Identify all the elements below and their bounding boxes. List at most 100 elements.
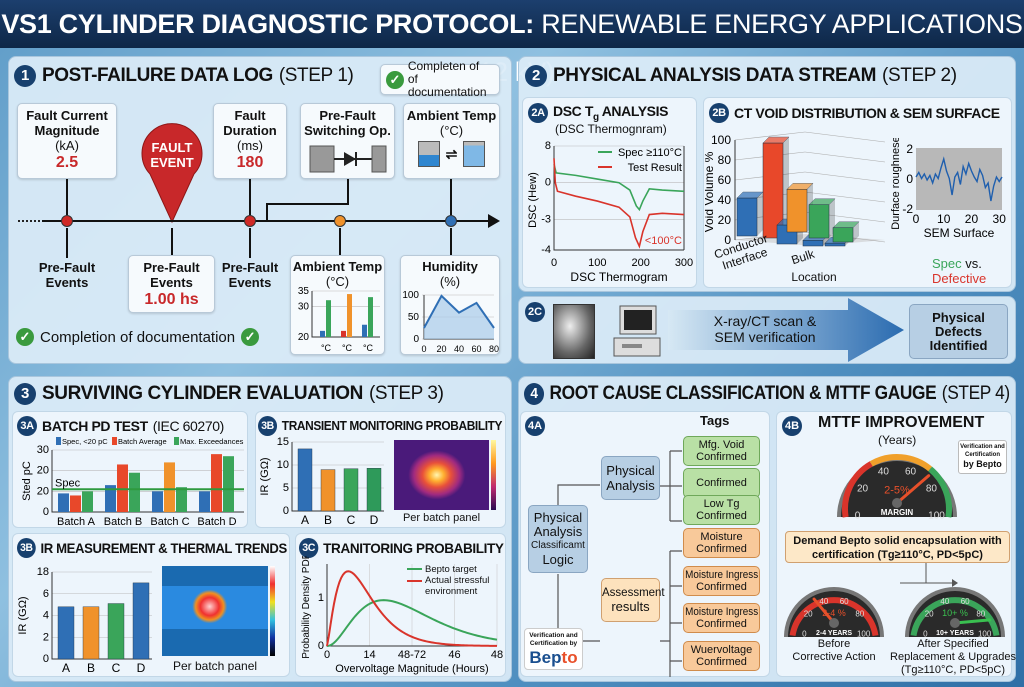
ambient-temp-card: Ambient Temp (°C) ⇌	[403, 103, 500, 179]
root-cause-tag[interactable]: Wuervoltage Confirmed	[683, 641, 760, 671]
root-cause-tag[interactable]: Moisture Ingress Confirmed	[683, 566, 760, 596]
humidity-chart: 0 50 100 0 20 40 60 80	[402, 290, 499, 354]
step-label: (STEP 1)	[278, 65, 354, 86]
mttf-title: MTTF IMPROVEMENT	[818, 414, 985, 431]
assessment-results-box: Assessment results	[601, 578, 665, 622]
pdf-curve	[326, 599, 498, 647]
result-line: Physical	[932, 309, 985, 325]
legend-label: Batch Average	[118, 437, 167, 446]
diode-switch-icon	[309, 145, 386, 173]
timeline-event-marker[interactable]	[61, 215, 73, 227]
x-category-label: C	[347, 513, 356, 527]
label-line: Events	[228, 275, 272, 290]
step-label: (STEP 2)	[882, 65, 957, 86]
title-text: CT VOID DISTRIBUTION & SEM SURFACE	[734, 105, 1000, 121]
x-tick-label: 100	[588, 257, 606, 269]
gauge-tick: 80	[926, 484, 938, 495]
y-axis-label: Void Volume %	[705, 151, 716, 232]
tag-line: Low Tg	[703, 498, 740, 510]
connector	[66, 179, 68, 215]
root-cause-tag[interactable]: Moisture Confirmed	[683, 528, 760, 558]
legend-label: Spec ≥110°C	[618, 147, 682, 159]
gauge-tick: 60	[961, 597, 970, 606]
bar-3d-side	[853, 221, 859, 242]
y-tick-label: 100	[402, 290, 419, 301]
dsc-subpanel	[522, 97, 697, 288]
y-tick-label: 20	[37, 465, 49, 477]
y-tick-label: 10	[277, 459, 289, 471]
step-title: PHYSICAL ANALYSIS DATA STREAM	[553, 65, 877, 86]
x-tick-label: 10	[937, 212, 951, 226]
x-tick-label: 46	[448, 649, 460, 661]
gauge-tick: 100	[857, 630, 871, 637]
step-number-badge: 3	[14, 383, 36, 405]
step3-title: 3 SURVIVING CYLINDER EVALUATION (STEP 3)	[14, 383, 444, 405]
connector	[347, 179, 349, 205]
timeline-event-marker[interactable]	[244, 215, 256, 227]
computer-icon	[613, 305, 661, 357]
bar	[343, 468, 359, 512]
gauge-tick: 60	[840, 597, 849, 606]
pdf-title: 3C TRANITORING PROBABILITY	[299, 538, 504, 558]
x-category-label: D	[370, 513, 379, 527]
gauge-face	[788, 591, 880, 637]
check-icon: ✓	[241, 328, 260, 346]
y-axis-label: Sted pC	[21, 461, 33, 501]
x-category-label: Batch C	[150, 516, 189, 528]
tag-line: Confirmed	[696, 510, 747, 522]
fault-event-text: FAULT	[151, 140, 193, 155]
thermal-heatmap	[162, 566, 268, 656]
y-tick-label: 40	[718, 193, 732, 207]
title-text: DSC T	[553, 103, 594, 120]
root-cause-tag[interactable]: Moisture Ingress Confirmed	[683, 603, 760, 633]
gauge-value: 10+ %	[942, 608, 968, 618]
transient-title: 3B TRANSIENT MONITORING PROBABILITY	[258, 416, 502, 436]
legend-label: Max. Exceedances	[180, 437, 244, 446]
label-line: Before	[817, 638, 851, 650]
chart-axes	[553, 146, 684, 251]
gauge-tick: 20	[925, 610, 934, 619]
physical-defects-identified-box: Physical Defects Identified	[909, 304, 1008, 359]
connector	[66, 228, 68, 258]
bar-3d	[786, 189, 808, 233]
y-tick-label: 0	[318, 640, 324, 652]
card-label: Switching Op.	[304, 123, 391, 138]
pd-test-title: 3A BATCH PD TEST (IEC 60270)	[17, 416, 224, 436]
root-cause-tag[interactable]: Confirmed	[683, 468, 760, 498]
tag-line: Mfg. Void	[698, 439, 745, 451]
substep-badge: 3B	[17, 538, 36, 558]
batch-pd-bar-chart: 0 20 20 30 Spec, <20 pC Batch Average Max. Exc…	[21, 437, 244, 528]
legend-label: Bepto target	[425, 564, 477, 575]
spec-vs-defective-legend: Spec vs. Defective	[932, 256, 1024, 286]
heatmap-colorbar	[491, 440, 496, 510]
spec-label: Spec	[55, 477, 81, 489]
root-cause-tag[interactable]: Low Tg Confirmed	[683, 495, 760, 525]
connector	[339, 228, 341, 255]
y-tick-label: 0	[724, 233, 731, 247]
connector	[249, 179, 251, 215]
bar-3d	[832, 227, 854, 243]
substep-badge: 4A	[525, 416, 545, 436]
x-tick-label: 20	[436, 344, 446, 354]
label-line: Pre-Fault	[38, 260, 96, 275]
gridline	[804, 171, 886, 183]
doc-badge-line: of documentation	[407, 72, 487, 99]
timeline-event-marker[interactable]	[445, 215, 457, 227]
dsc-subtitle: (DSC Thermognram)	[555, 122, 667, 136]
legend-swatch	[174, 437, 179, 445]
y-tick-label: 80	[718, 153, 732, 167]
check-icon: ✓	[16, 328, 34, 346]
box-line: Classificamt	[531, 540, 585, 551]
y-tick-label: 2	[43, 631, 49, 643]
y-tick-label: 2	[906, 142, 913, 156]
pdf-subpanel	[295, 533, 506, 677]
timeline-event-marker[interactable]	[334, 215, 346, 227]
bar	[176, 487, 187, 512]
tag-line: Confirmed	[696, 477, 747, 489]
physical-analysis-box: Physical Analysis	[601, 456, 660, 500]
bar-3d	[824, 242, 846, 247]
bar-3d-side	[757, 192, 763, 236]
tag-line: Moisture Ingress	[684, 606, 759, 618]
root-cause-tag[interactable]: Mfg. Void Confirmed	[683, 436, 760, 466]
gauge-value: 2-5%	[884, 484, 910, 496]
